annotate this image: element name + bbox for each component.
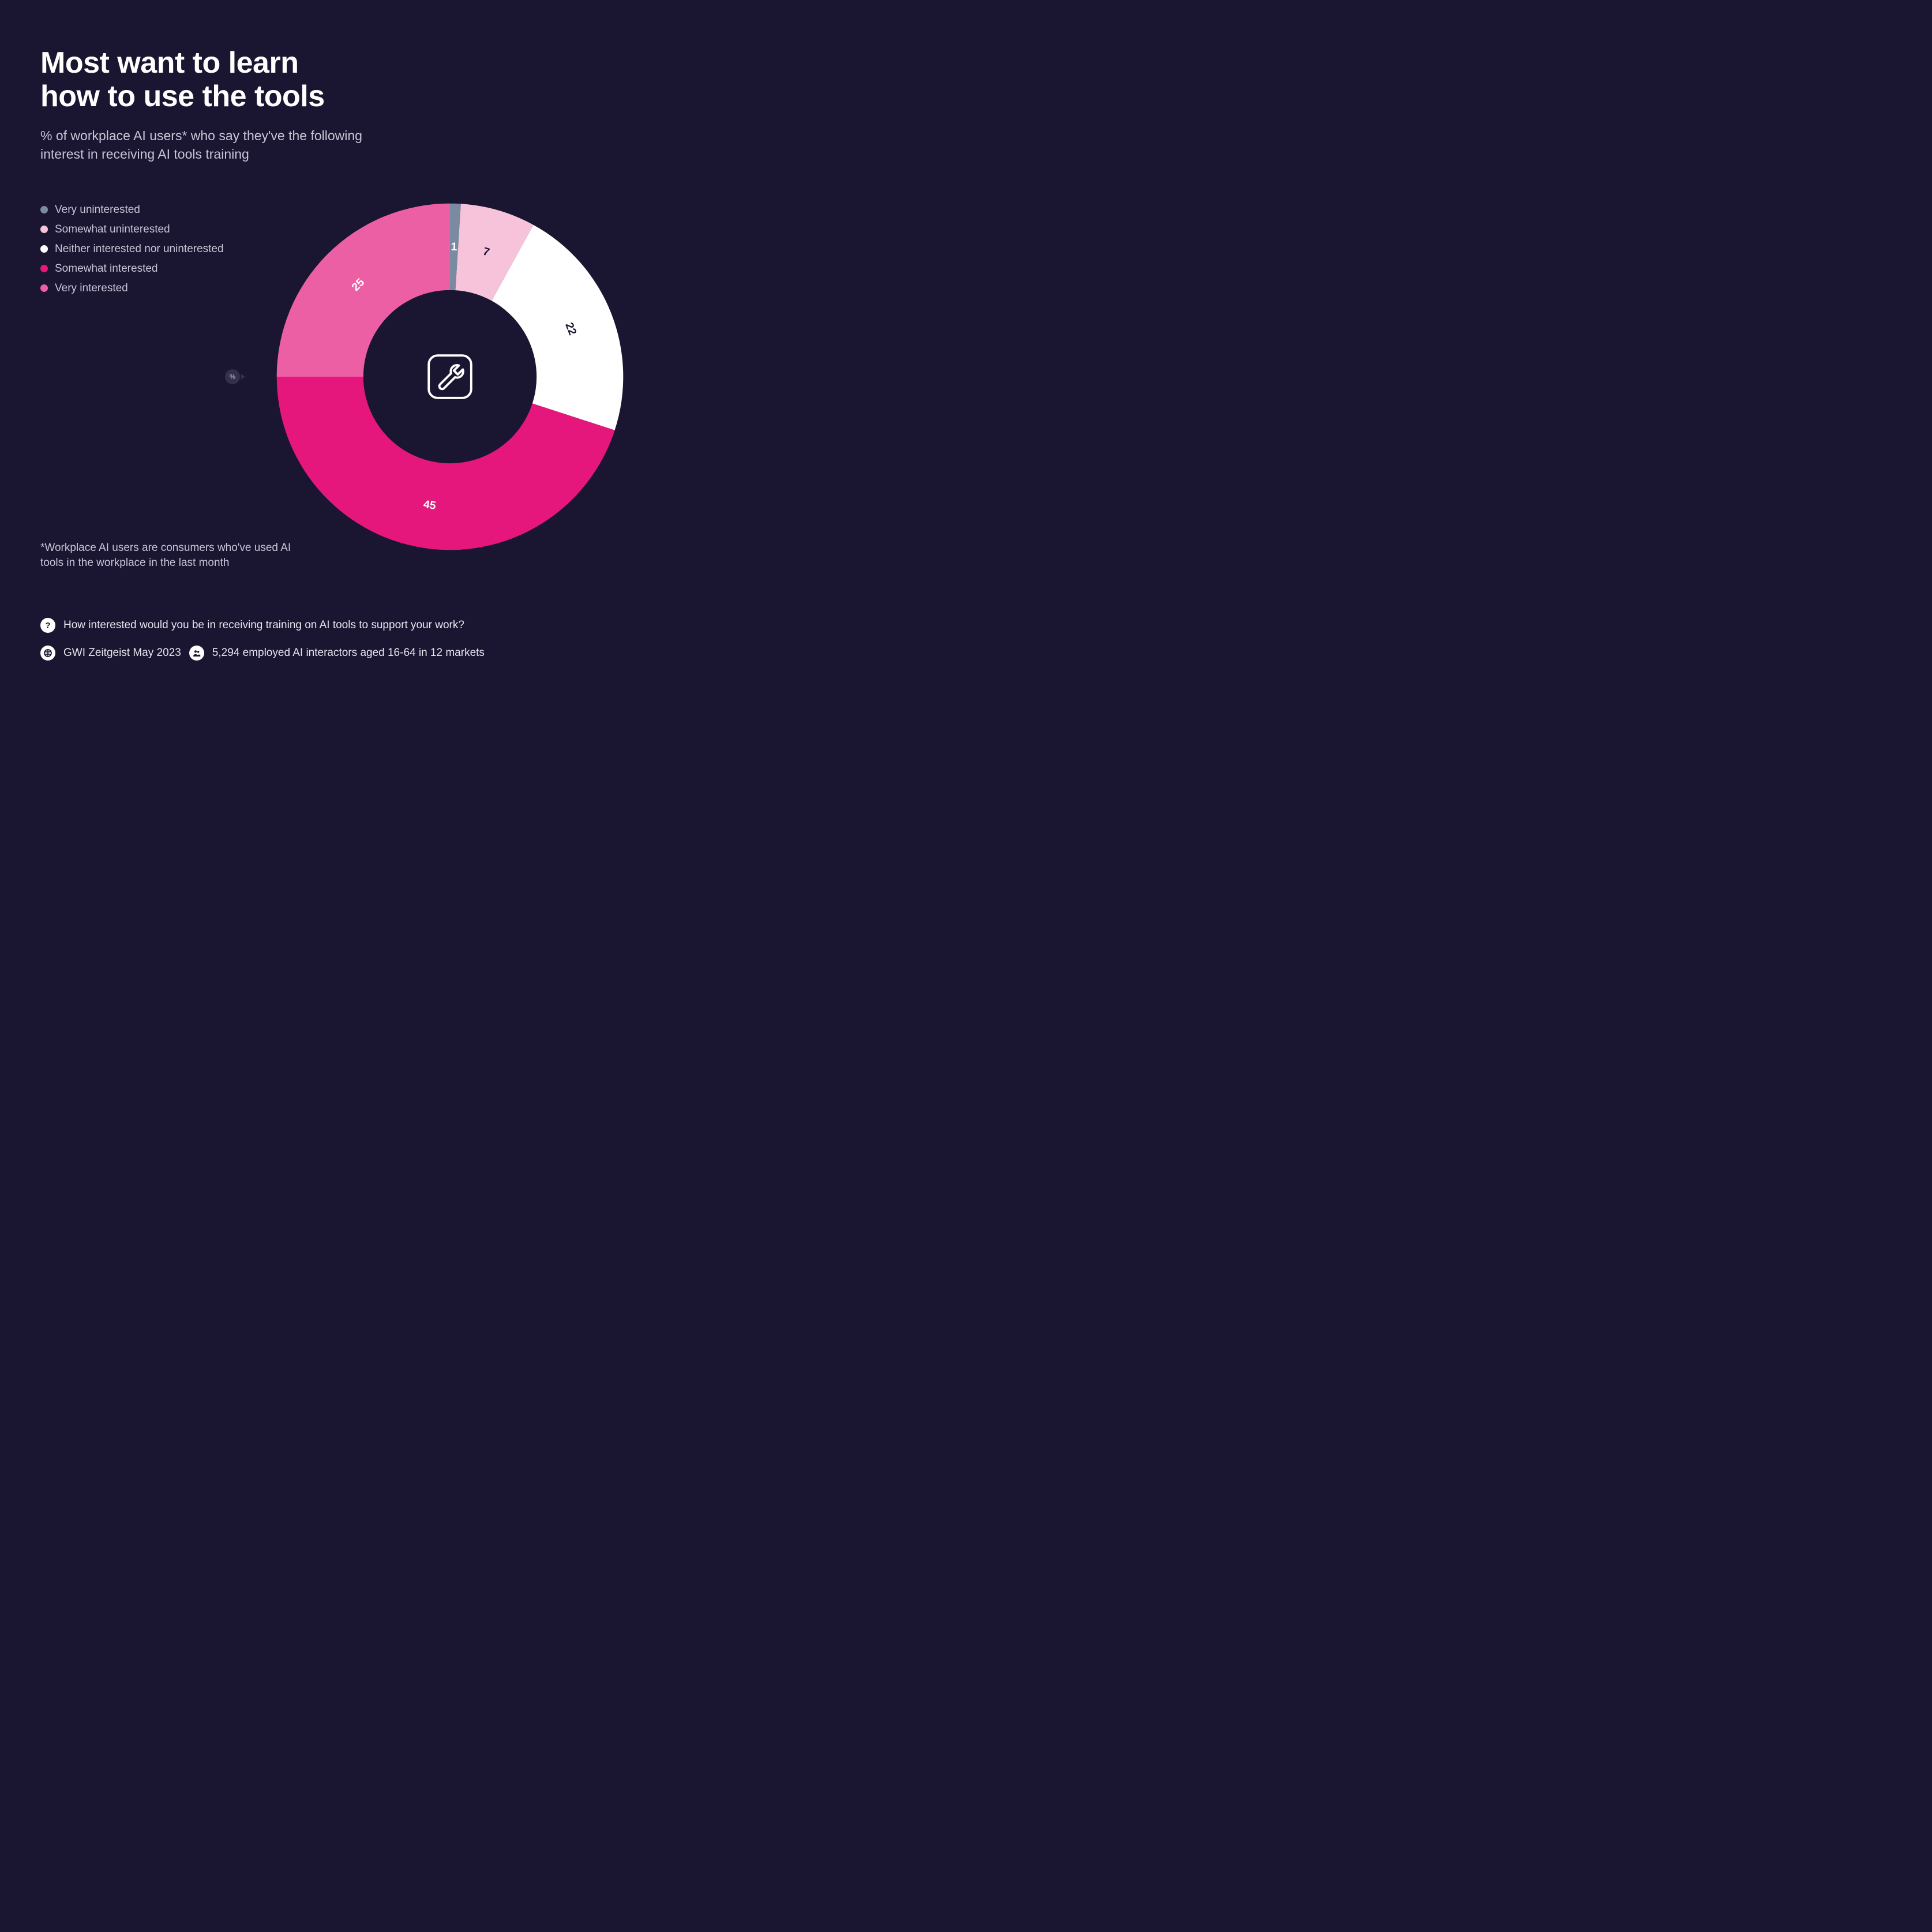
- meta-source-group: GWI Zeitgeist May 2023: [40, 646, 181, 661]
- legend-swatch: [40, 265, 48, 272]
- sample-icon: [189, 646, 204, 661]
- title-line-2: how to use the tools: [40, 80, 325, 113]
- page-title: Most want to learn how to use the tools: [40, 46, 652, 113]
- chart-wrap: % 17224525: [248, 198, 652, 556]
- legend-label: Neither interested nor uninterested: [55, 243, 224, 256]
- legend-swatch: [40, 226, 48, 233]
- meta-question-text: How interested would you be in receiving…: [63, 619, 464, 632]
- footnote: *Workplace AI users are consumers who've…: [40, 541, 294, 571]
- meta-sample-group: 5,294 employed AI interactors aged 16-64…: [189, 646, 485, 661]
- legend-label: Somewhat interested: [55, 262, 158, 275]
- donut-slice-very_interested: [277, 203, 450, 376]
- page-subtitle: % of workplace AI users* who say they've…: [40, 127, 363, 163]
- slice-label-very_uninterested: 1: [451, 240, 457, 253]
- meta-sample-text: 5,294 employed AI interactors aged 16-64…: [212, 647, 485, 659]
- source-icon: [40, 646, 55, 661]
- title-line-1: Most want to learn: [40, 46, 298, 80]
- percent-badge: %: [225, 369, 245, 384]
- meta-question-row: ? How interested would you be in receivi…: [40, 618, 652, 633]
- legend-item: Very uninterested: [40, 204, 225, 216]
- legend-swatch: [40, 206, 48, 213]
- legend: Very uninterested Somewhat uninterested Ne…: [40, 204, 225, 295]
- legend-item: Somewhat interested: [40, 262, 225, 275]
- donut-svg: 17224525: [271, 198, 629, 556]
- content-row: Very uninterested Somewhat uninterested Ne…: [40, 198, 652, 556]
- legend-swatch: [40, 284, 48, 292]
- infographic-page: Most want to learn how to use the tools …: [0, 0, 692, 692]
- question-icon: ?: [40, 618, 55, 633]
- legend-label: Very uninterested: [55, 204, 140, 216]
- slice-label-somewhat_interested: 45: [422, 497, 437, 512]
- legend-item: Neither interested nor uninterested: [40, 243, 225, 256]
- meta-source-text: GWI Zeitgeist May 2023: [63, 647, 181, 659]
- legend-swatch: [40, 245, 48, 253]
- meta-block: ? How interested would you be in receivi…: [40, 618, 652, 661]
- donut-chart: 17224525: [271, 198, 629, 556]
- meta-source-row: GWI Zeitgeist May 2023 5,294 employed AI…: [40, 646, 652, 661]
- legend-label: Very interested: [55, 282, 128, 295]
- percent-icon: %: [225, 369, 240, 384]
- legend-item: Somewhat uninterested: [40, 223, 225, 236]
- legend-column: Very uninterested Somewhat uninterested Ne…: [40, 198, 225, 295]
- legend-label: Somewhat uninterested: [55, 223, 170, 236]
- legend-item: Very interested: [40, 282, 225, 295]
- percent-badge-arrow: [241, 374, 245, 380]
